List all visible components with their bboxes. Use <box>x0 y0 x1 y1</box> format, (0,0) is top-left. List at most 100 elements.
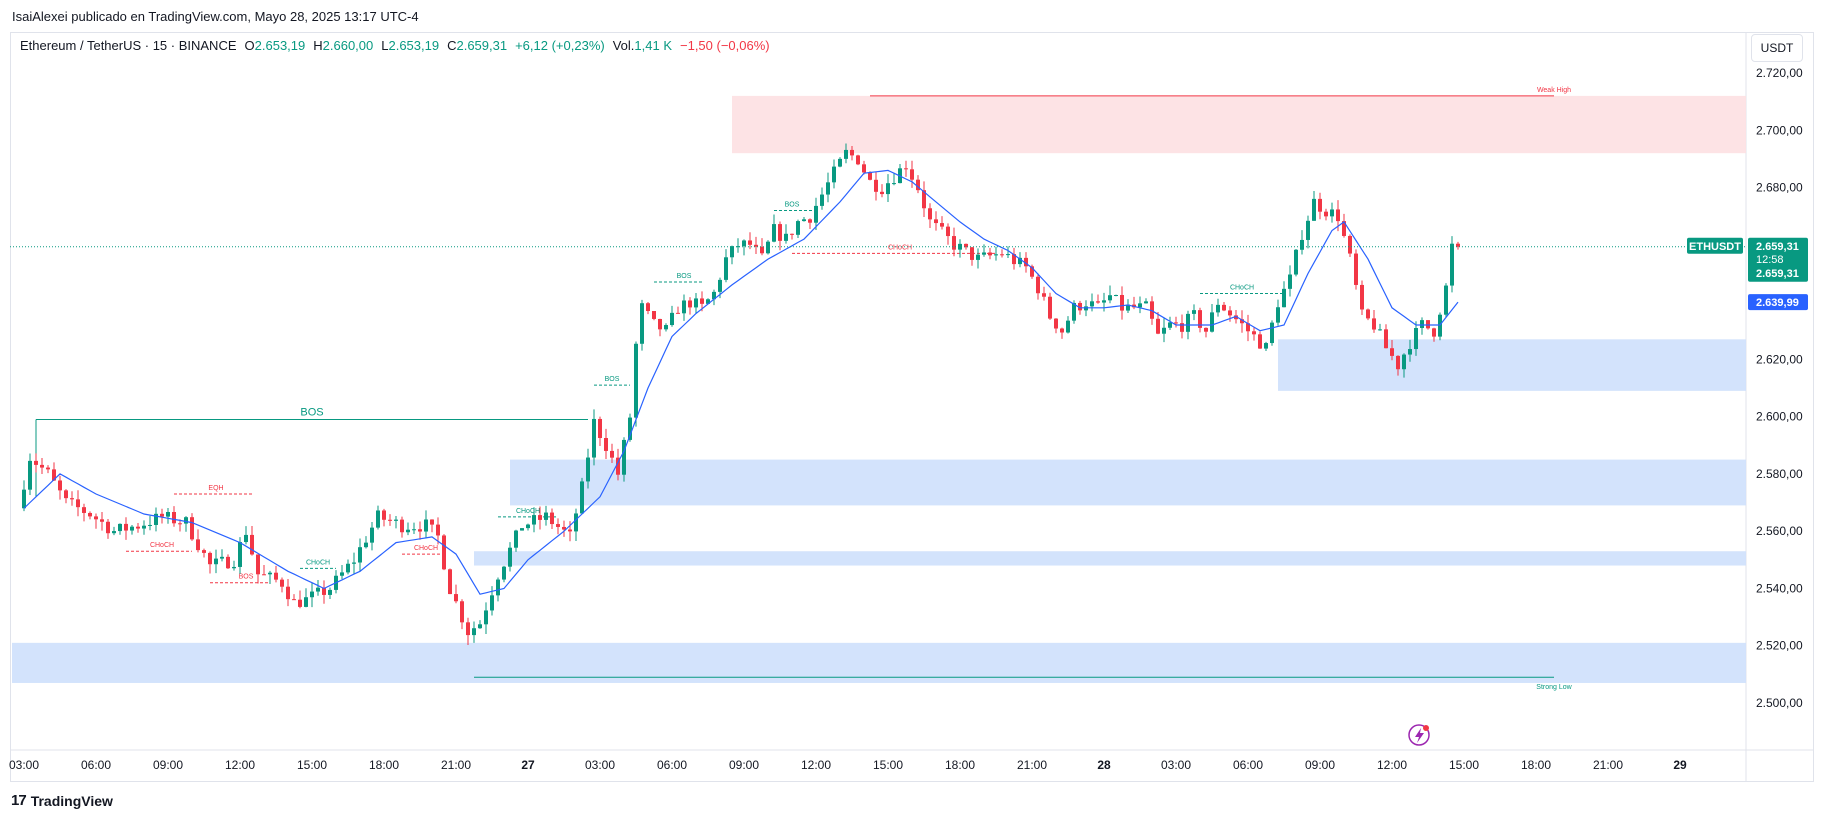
high-label: H <box>313 38 323 53</box>
candle <box>214 549 218 574</box>
candle-body <box>1354 253 1358 285</box>
time-tick-label: 03:00 <box>9 758 39 772</box>
candle-body <box>628 417 632 440</box>
candle <box>340 565 344 580</box>
candle <box>1246 314 1250 342</box>
candle <box>874 171 878 201</box>
candle <box>46 465 50 474</box>
candle-body <box>370 527 374 543</box>
candle-body <box>1426 320 1430 329</box>
candle <box>616 448 620 481</box>
candle <box>676 306 680 314</box>
candle <box>832 159 836 189</box>
candle-body <box>640 303 644 344</box>
candle-body <box>1006 254 1010 256</box>
candle <box>262 565 266 576</box>
candle <box>40 458 44 474</box>
candle <box>484 602 488 635</box>
candle <box>682 294 686 321</box>
time-tick-label: 15:00 <box>297 758 327 772</box>
candle-body <box>802 219 806 222</box>
candle-body <box>190 517 194 540</box>
candle-body <box>1066 320 1070 333</box>
candle <box>94 513 98 529</box>
candle <box>316 580 320 596</box>
candle <box>934 211 938 231</box>
candle <box>430 519 434 533</box>
candle-body <box>1168 322 1172 328</box>
candle <box>916 175 920 194</box>
candle <box>1312 190 1316 221</box>
candle-body <box>856 155 860 165</box>
candle <box>898 164 902 184</box>
candle-body <box>934 219 938 224</box>
price-tick-label: 2.600,00 <box>1756 410 1803 424</box>
candle <box>514 529 518 552</box>
candle-body <box>322 587 326 595</box>
candle-body <box>1060 328 1064 333</box>
candle-body <box>1144 301 1148 304</box>
candle-body <box>316 587 320 592</box>
symbol-name[interactable]: Ethereum / TetherUS · 15 · BINANCE <box>20 38 237 53</box>
candle <box>376 505 380 530</box>
candle-body <box>436 524 440 536</box>
candle-body <box>940 223 944 227</box>
candle-body <box>694 298 698 308</box>
candle <box>466 617 470 646</box>
candle-body <box>388 519 392 521</box>
candle <box>790 233 794 240</box>
volume-value: 1,41 K <box>634 38 672 53</box>
structure-label: CHoCH <box>306 559 330 566</box>
candle-body <box>166 512 170 517</box>
structure-label: BOS <box>785 201 800 208</box>
candle-body <box>1234 315 1238 320</box>
candle <box>1048 292 1052 320</box>
symbol-tag-label: ETHUSDT <box>1689 241 1741 253</box>
candle <box>370 522 374 551</box>
candle-body <box>730 246 734 258</box>
volume-change: −1,50 (−0,06%) <box>680 38 770 53</box>
candle <box>172 506 176 527</box>
candle-body <box>556 524 560 527</box>
candle <box>352 552 356 574</box>
publish-caption: IsaiAlexei publicado en TradingView.com,… <box>12 9 419 24</box>
candle-body <box>70 498 74 500</box>
candle-body <box>562 526 566 530</box>
candle-body <box>550 512 554 525</box>
candle-body <box>796 221 800 235</box>
candle-body <box>448 569 452 595</box>
candle <box>994 246 998 261</box>
candle-body <box>904 168 908 170</box>
candle-body <box>1396 355 1400 370</box>
candle <box>880 184 884 198</box>
candle-body <box>1036 276 1040 294</box>
lightning-icon <box>1408 724 1430 746</box>
candle <box>70 491 74 506</box>
candle-body <box>1372 318 1376 330</box>
candle-body <box>826 182 830 195</box>
candle-body <box>1198 310 1202 328</box>
candle-body <box>1420 320 1424 329</box>
candle-body <box>808 219 812 223</box>
candle <box>988 247 992 260</box>
candle-body <box>340 572 344 576</box>
candle <box>1402 353 1406 378</box>
currency-button[interactable]: USDT <box>1751 34 1803 62</box>
candle <box>586 448 590 489</box>
candle <box>274 565 278 583</box>
candle-body <box>592 418 596 458</box>
candle-body <box>964 243 968 248</box>
candle-body <box>616 457 620 475</box>
tradingview-logo[interactable]: 17 TradingView <box>11 792 113 809</box>
candle-body <box>568 529 572 532</box>
candle <box>850 146 854 161</box>
candle <box>802 217 806 222</box>
candle-body <box>1342 221 1346 236</box>
time-tick-label: 29 <box>1673 758 1687 772</box>
candle <box>220 549 224 562</box>
candle-body <box>472 628 476 636</box>
candle <box>1342 213 1346 238</box>
candle <box>310 582 314 608</box>
candle <box>646 302 650 315</box>
